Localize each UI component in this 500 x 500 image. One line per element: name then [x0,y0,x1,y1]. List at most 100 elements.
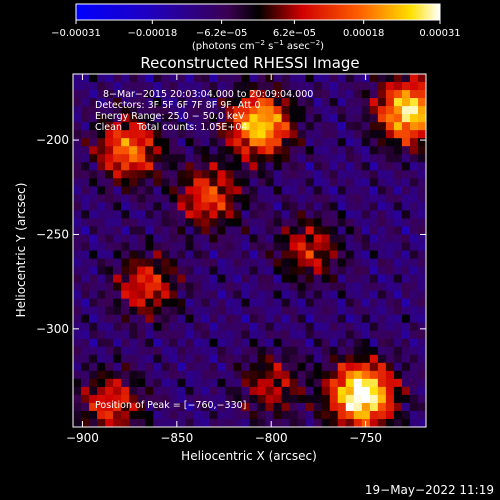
heatmap-pixel [281,138,291,147]
heatmap-pixel [321,282,331,292]
heatmap-pixel [185,250,194,259]
heatmap-pixel [201,290,210,300]
heatmap-pixel [377,354,387,364]
heatmap-pixel [225,122,234,131]
heatmap-pixel [361,194,371,203]
heatmap-pixel [313,226,323,235]
heatmap-pixel [369,146,379,155]
heatmap-pixel [161,82,170,91]
heatmap-pixel [297,418,307,428]
heatmap-pixel [145,386,154,396]
heatmap-pixel [137,378,146,388]
heatmap-pixel [417,122,427,131]
heatmap-pixel [401,226,411,235]
heatmap-pixel [353,170,363,179]
heatmap-pixel [289,242,299,251]
heatmap-pixel [369,298,379,308]
heatmap-pixel [313,330,323,340]
heatmap-pixel [201,274,210,283]
heatmap-pixel [97,250,106,259]
heatmap-pixel [161,250,170,259]
heatmap-pixel [321,266,331,275]
heatmap-pixel [241,274,250,283]
heatmap-pixel [97,274,106,283]
heatmap-pixel [81,362,90,372]
heatmap-pixel [233,138,242,147]
heatmap-pixel [313,314,323,324]
heatmap-pixel [305,322,315,332]
heatmap-pixel [209,82,218,91]
heatmap-pixel [217,90,226,99]
heatmap-pixel [257,274,266,283]
annotation-clean-counts: Clean Total counts: 1.05E+04 [95,122,247,133]
heatmap-pixel [233,290,242,300]
heatmap-pixel [97,114,106,123]
heatmap-pixel [297,162,307,171]
heatmap-pixel [113,386,122,396]
heatmap-pixel [201,202,210,211]
heatmap-pixel [313,338,323,348]
heatmap-pixel [121,354,130,364]
heatmap-pixel [89,106,98,115]
heatmap-pixel [73,298,82,308]
heatmap-pixel [137,258,146,267]
heatmap-pixel [161,394,170,404]
heatmap-pixel [249,378,258,388]
heatmap-pixel [169,386,178,396]
heatmap-pixel [217,290,226,300]
heatmap-pixel [97,210,106,219]
heatmap-pixel [169,138,178,147]
heatmap-pixel [417,330,427,340]
heatmap-pixel [177,330,186,340]
heatmap-pixel [297,354,307,364]
heatmap-pixel [201,234,210,243]
heatmap-pixel [177,266,186,275]
heatmap-pixel [305,114,315,123]
heatmap-pixel [337,330,347,340]
heatmap-pixel [353,314,363,324]
heatmap-pixel [129,314,138,324]
heatmap-pixel [297,370,307,380]
heatmap-pixel [249,146,258,155]
x-tick-label: −900 [66,431,99,445]
heatmap-pixel [385,410,395,420]
heatmap-pixel [313,386,323,396]
heatmap-pixel [129,402,138,412]
heatmap-pixel [169,338,178,348]
heatmap-pixel [81,338,90,348]
heatmap-pixel [273,322,282,332]
heatmap-pixel [89,250,98,259]
heatmap-pixel [137,202,146,211]
heatmap-pixel [313,394,323,404]
heatmap-pixel [321,106,331,115]
heatmap-pixel [305,266,315,275]
heatmap-pixel [185,354,194,364]
heatmap-pixel [417,394,427,404]
heatmap-pixel [281,330,291,340]
heatmap-pixel [217,378,226,388]
heatmap-pixel [97,402,106,412]
heatmap-pixel [89,282,98,292]
heatmap-pixel [161,354,170,364]
heatmap-pixel [193,250,202,259]
heatmap-pixel [417,298,427,308]
heatmap-pixel [241,234,250,243]
heatmap-pixel [113,218,122,227]
heatmap-pixel [241,82,250,91]
heatmap-pixel [209,354,218,364]
heatmap-pixel [233,122,242,131]
heatmap-pixel [209,194,218,203]
heatmap-pixel [177,170,186,179]
heatmap-pixel [257,394,266,404]
heatmap-pixel [209,314,218,324]
heatmap-pixel [353,370,363,380]
heatmap-pixel [305,202,315,211]
heatmap-pixel [145,242,154,251]
heatmap-pixel [257,378,266,388]
heatmap-pixel [73,250,82,259]
heatmap-pixel [145,362,154,372]
heatmap-pixel [105,226,114,235]
heatmap-pixel [153,162,162,171]
heatmap-pixel [249,282,258,292]
heatmap-pixel [345,138,355,147]
